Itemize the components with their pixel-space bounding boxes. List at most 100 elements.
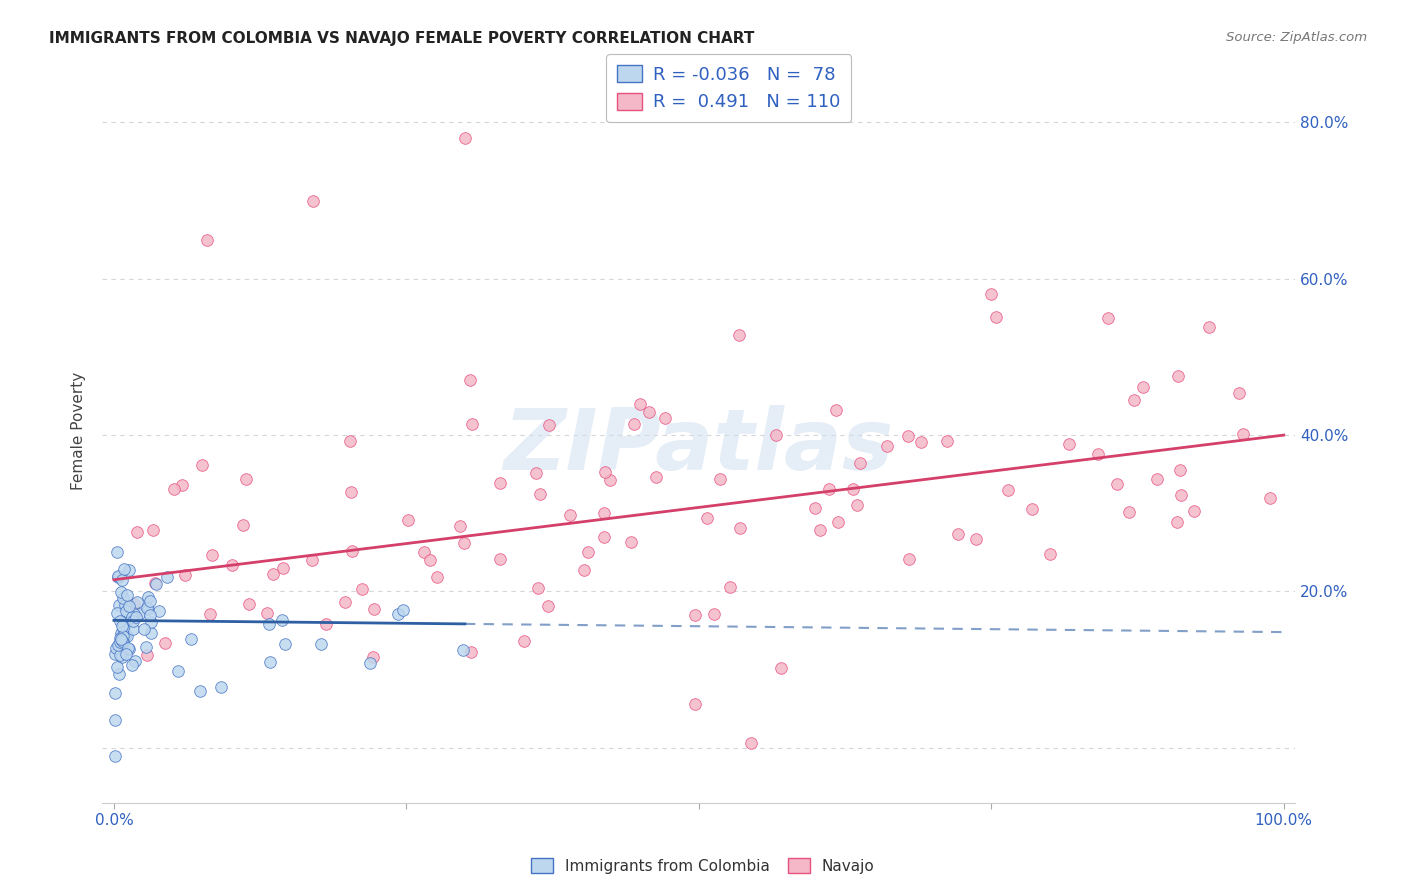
Point <box>984 310 1007 324</box>
Point <box>1132 380 1154 394</box>
Point <box>644 469 666 483</box>
Point <box>174 567 197 582</box>
Point <box>524 467 547 481</box>
Point <box>114 648 136 662</box>
Point <box>311 637 333 651</box>
Point <box>965 532 987 546</box>
Point <box>110 585 132 599</box>
Point <box>315 617 337 632</box>
Point <box>558 508 581 522</box>
Point <box>728 521 751 535</box>
Point <box>110 626 132 640</box>
Point <box>111 633 134 648</box>
Point <box>513 633 536 648</box>
Point <box>132 622 155 636</box>
Point <box>104 713 127 727</box>
Point <box>696 510 718 524</box>
Point <box>112 615 135 630</box>
Point <box>946 526 969 541</box>
Point <box>128 607 150 622</box>
Point <box>107 638 129 652</box>
Point <box>197 233 219 247</box>
Point <box>1227 385 1250 400</box>
Text: Source: ZipAtlas.com: Source: ZipAtlas.com <box>1226 31 1367 45</box>
Point <box>363 602 385 616</box>
Point <box>301 552 323 566</box>
Point <box>232 518 254 533</box>
Point <box>489 476 512 491</box>
Point <box>143 576 166 591</box>
Point <box>488 551 510 566</box>
Point <box>118 599 141 613</box>
Point <box>453 536 475 550</box>
Point <box>454 131 477 145</box>
Point <box>935 434 957 448</box>
Point <box>211 680 233 694</box>
Point <box>339 434 361 448</box>
Point <box>538 418 561 433</box>
Point <box>630 397 652 411</box>
Point <box>139 615 162 630</box>
Point <box>1087 447 1109 461</box>
Point <box>148 604 170 618</box>
Point <box>709 472 731 486</box>
Point <box>111 573 134 587</box>
Point <box>115 630 138 644</box>
Point <box>1118 505 1140 519</box>
Point <box>145 577 167 591</box>
Point <box>107 570 129 584</box>
Point <box>426 569 449 583</box>
Point <box>124 654 146 668</box>
Point <box>136 591 159 605</box>
Point <box>110 631 132 645</box>
Point <box>238 597 260 611</box>
Point <box>818 483 841 497</box>
Point <box>105 660 128 674</box>
Point <box>910 435 932 450</box>
Point <box>235 472 257 486</box>
Point <box>683 607 706 622</box>
Point <box>221 558 243 573</box>
Point <box>808 523 831 537</box>
Point <box>259 655 281 669</box>
Point <box>537 599 560 614</box>
Point <box>1021 501 1043 516</box>
Point <box>418 553 440 567</box>
Point <box>191 458 214 472</box>
Point <box>198 607 221 621</box>
Point <box>118 563 141 577</box>
Point <box>117 588 139 602</box>
Point <box>112 591 135 606</box>
Point <box>139 594 162 608</box>
Y-axis label: Female Poverty: Female Poverty <box>72 372 86 491</box>
Point <box>654 411 676 425</box>
Point <box>114 629 136 643</box>
Point <box>765 428 787 442</box>
Point <box>135 640 157 654</box>
Point <box>333 595 356 609</box>
Point <box>876 440 898 454</box>
Point <box>728 327 751 342</box>
Point <box>620 534 643 549</box>
Point <box>162 482 184 496</box>
Point <box>117 640 139 655</box>
Point <box>136 648 159 662</box>
Point <box>153 635 176 649</box>
Point <box>111 622 134 636</box>
Text: IMMIGRANTS FROM COLOMBIA VS NAVAJO FEMALE POVERTY CORRELATION CHART: IMMIGRANTS FROM COLOMBIA VS NAVAJO FEMAL… <box>49 31 755 46</box>
Point <box>340 484 363 499</box>
Point <box>108 667 131 681</box>
Point <box>141 626 163 640</box>
Point <box>1166 515 1188 529</box>
Point <box>200 548 222 562</box>
Point <box>112 620 135 634</box>
Text: ZIPatlas: ZIPatlas <box>503 405 894 488</box>
Point <box>142 523 165 537</box>
Point <box>897 429 920 443</box>
Point <box>180 632 202 646</box>
Point <box>1168 463 1191 477</box>
Point <box>136 601 159 615</box>
Point <box>460 645 482 659</box>
Point <box>105 545 128 559</box>
Point <box>451 643 474 657</box>
